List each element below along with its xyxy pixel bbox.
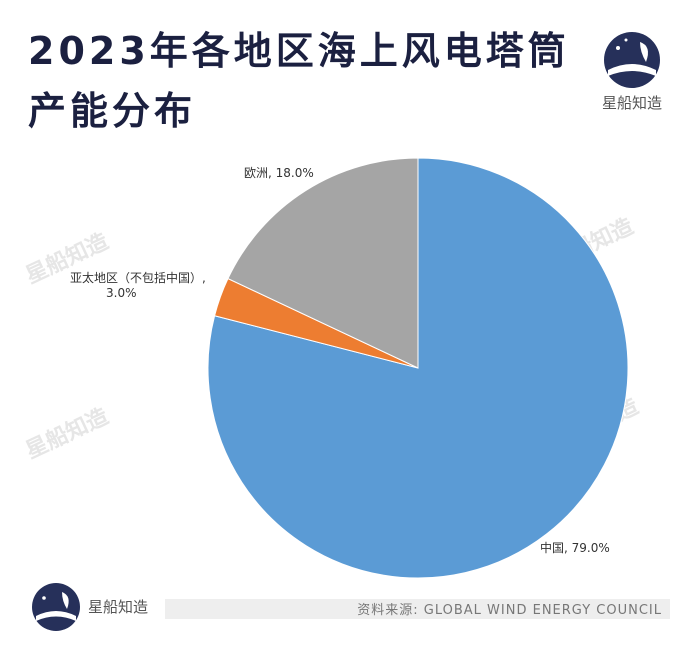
brand: 星船知造 <box>602 94 662 112</box>
chart-title: 2023年各地区海上风电塔筒 <box>28 29 570 73</box>
logo <box>604 32 660 88</box>
source: 资料来源: GLOBAL WIND ENERGY COUNCIL <box>357 603 662 618</box>
watermark: 星船知造 <box>22 403 113 464</box>
data-label: 欧洲, 18.0% <box>244 166 314 180</box>
data-label: 中国, 79.0% <box>540 540 610 555</box>
data-label: 亚太地区（不包括中国）, 3.0% <box>70 270 206 300</box>
pie: 中国, 79.0% 亚太地区（不包括中国）, 3.0% 欧洲, 18.0% <box>70 157 629 579</box>
footer-brand: 星船知造 <box>88 598 148 616</box>
pie-slice <box>227 157 419 369</box>
source-bar <box>165 599 670 619</box>
footer-logo <box>32 583 80 631</box>
chart-title: 产能分布 <box>28 89 196 133</box>
